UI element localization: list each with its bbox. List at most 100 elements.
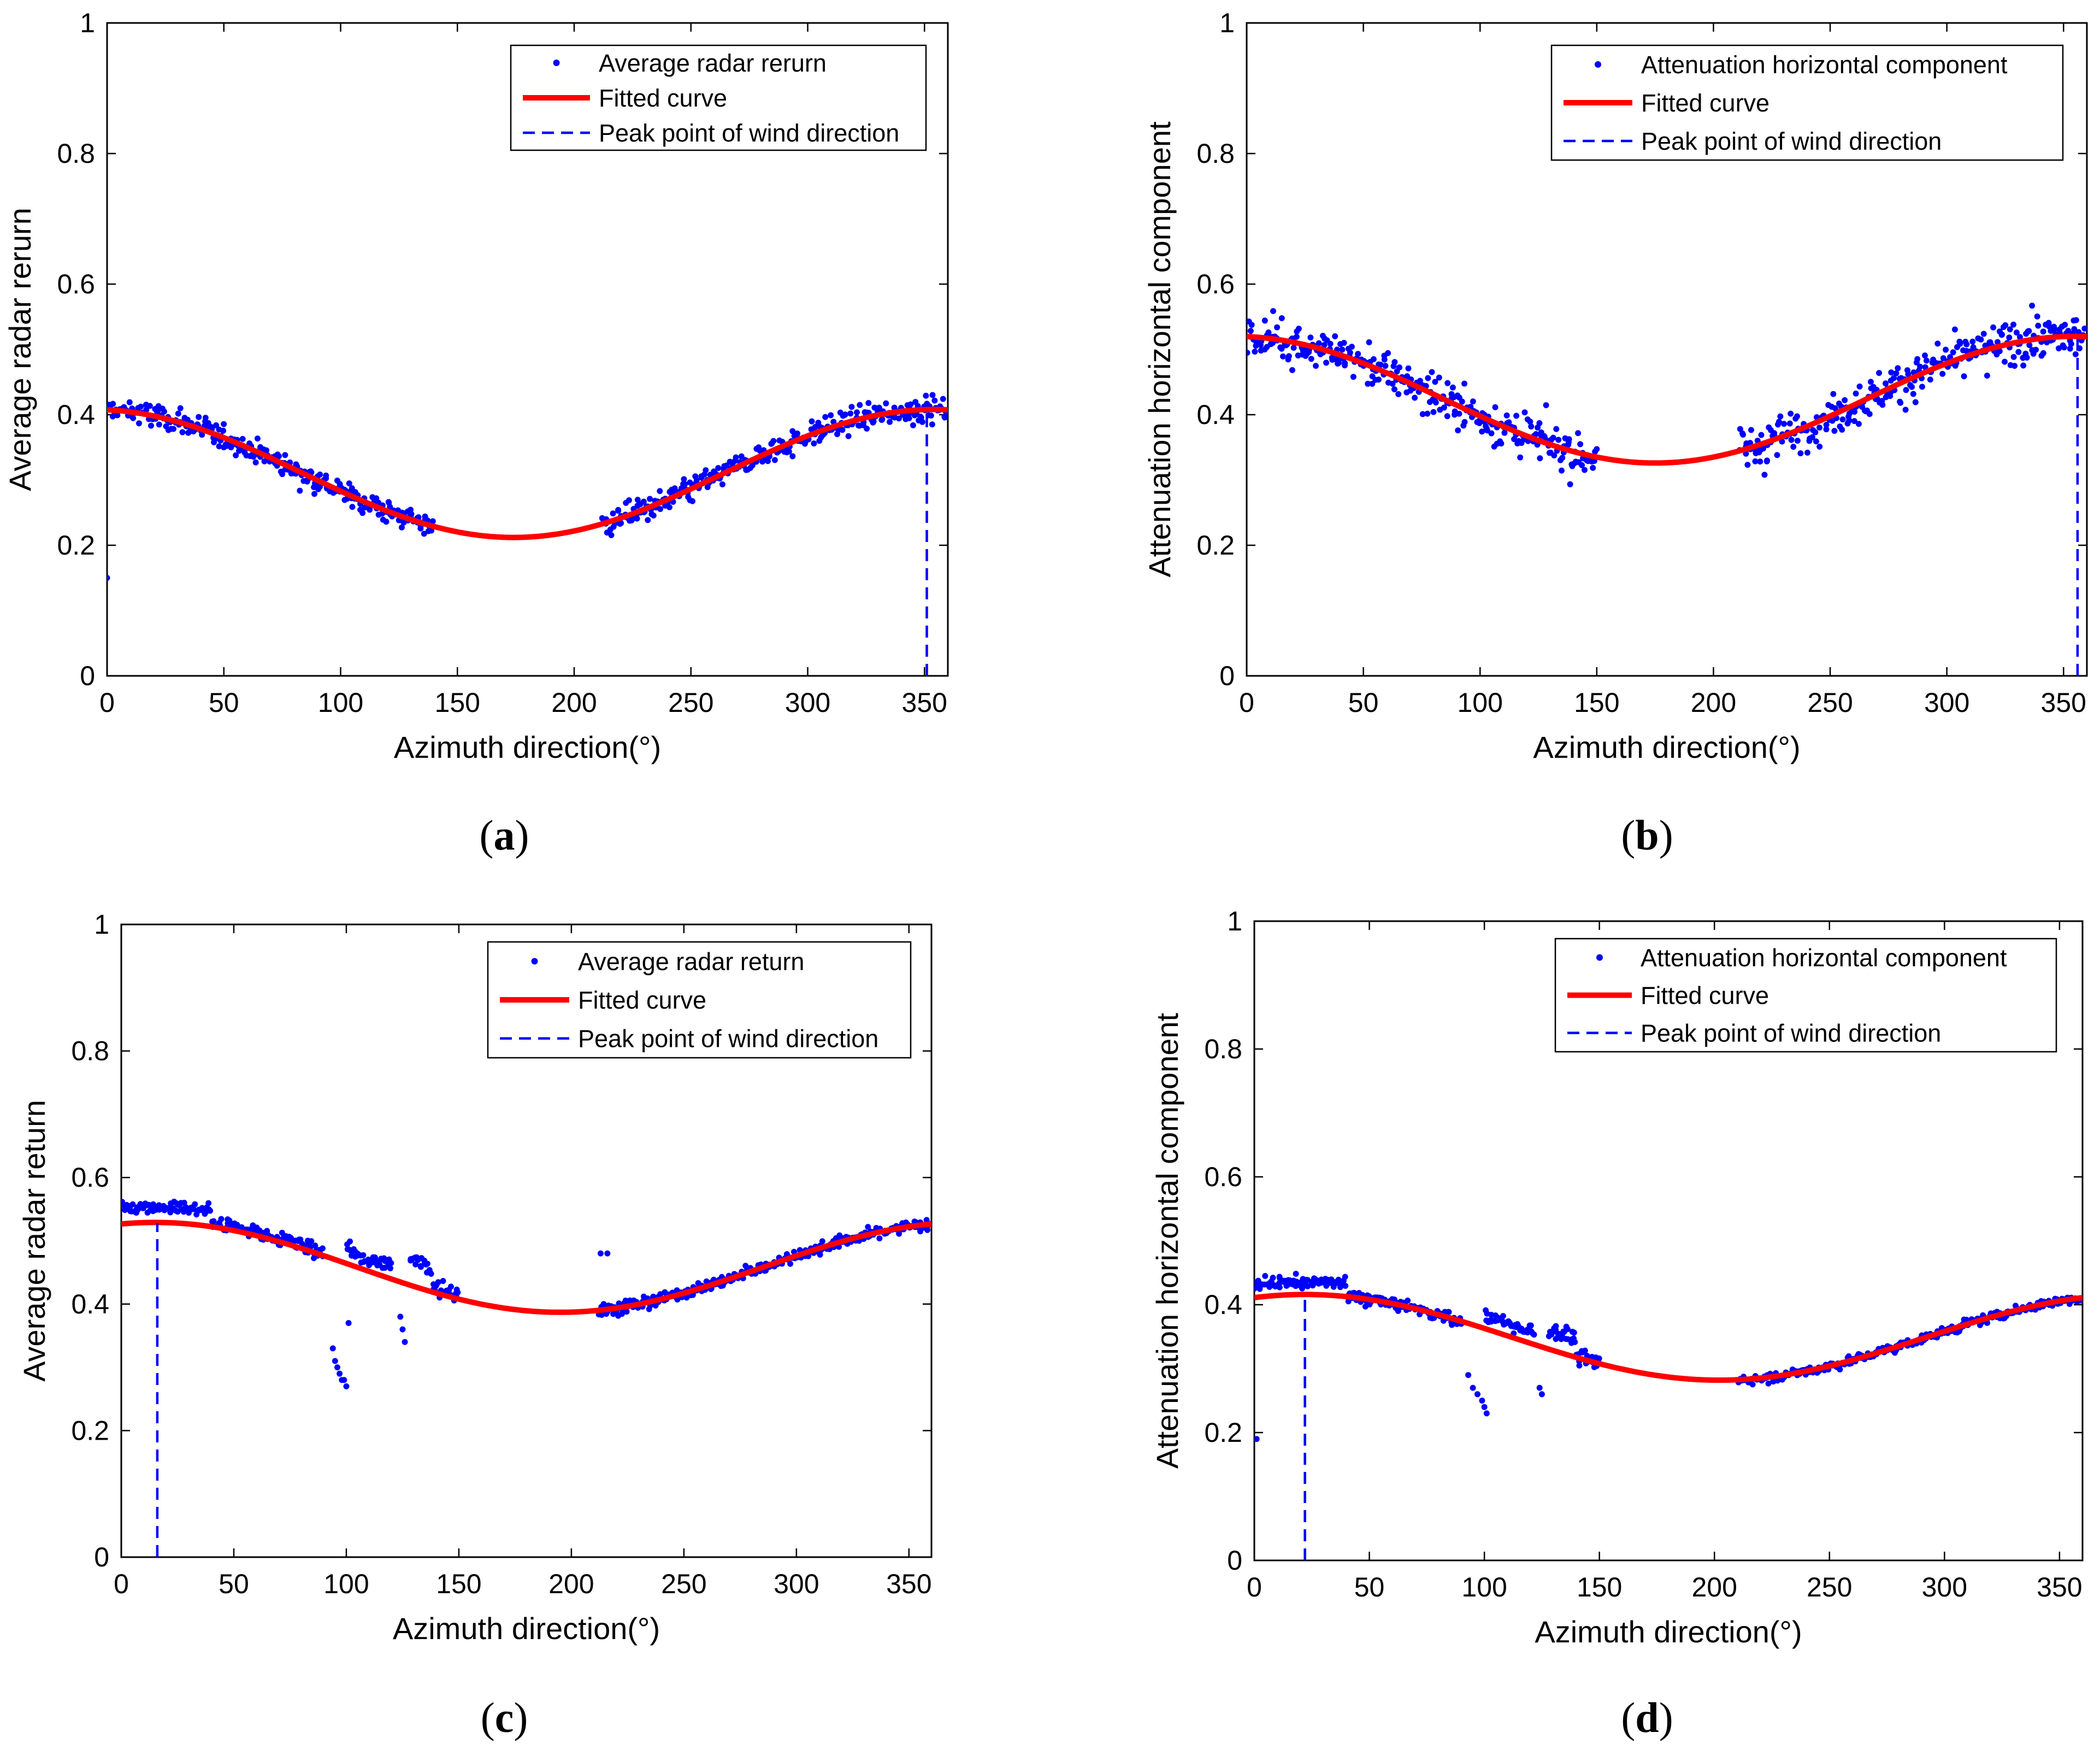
scatter-point <box>367 506 373 513</box>
scatter-point <box>1855 421 1862 427</box>
scatter-point <box>156 421 162 428</box>
scatter-point <box>1823 426 1830 433</box>
scatter-point <box>208 423 214 430</box>
scatter-point <box>317 472 323 478</box>
scatter-point <box>812 423 818 430</box>
scatter-point <box>610 510 616 517</box>
scatter-point <box>1452 411 1458 418</box>
scatter-point <box>1816 425 1823 431</box>
scatter-point <box>847 410 854 417</box>
scatter-point <box>648 511 655 517</box>
scatter-point <box>1763 457 1770 464</box>
scatter-point <box>179 429 186 435</box>
scatter-point <box>1831 428 1838 434</box>
legend-label: Attenuation horizontal component <box>1641 944 2007 972</box>
scatter-point <box>887 419 893 425</box>
scatter-point <box>207 1207 214 1214</box>
scatter-point <box>161 408 167 415</box>
x-tick-label: 200 <box>1691 687 1736 718</box>
plot-frame <box>1246 22 2088 677</box>
scatter-point <box>1950 349 1956 356</box>
scatter-point <box>1503 412 1510 419</box>
scatter-point <box>640 498 647 505</box>
scatter-point <box>2002 358 2008 365</box>
scatter-point <box>1533 431 1539 438</box>
scatter-point <box>666 504 673 510</box>
y-tick-label: 0 <box>1227 1545 1242 1576</box>
scatter-point <box>1922 352 1928 359</box>
scatter-point <box>1247 350 1250 356</box>
scatter-point <box>1365 380 1371 387</box>
scatter-point <box>329 1345 336 1352</box>
legend-label: Fitted curve <box>599 84 727 112</box>
scatter-point <box>2055 345 2062 352</box>
scatter-point <box>1887 393 1893 399</box>
scatter-point <box>907 401 914 408</box>
scatter-point <box>1528 423 1535 430</box>
legend-marker-dot <box>1595 61 1601 68</box>
x-tick-label: 0 <box>114 1569 129 1599</box>
scatter-point <box>2061 344 2067 351</box>
y-tick-label: 0.4 <box>57 399 95 430</box>
scatter-point <box>1748 427 1754 433</box>
scatter-point <box>196 414 202 420</box>
y-tick-label: 0.2 <box>71 1415 109 1446</box>
scatter-point <box>429 518 436 525</box>
scatter-point <box>1943 346 1949 353</box>
scatter-point <box>809 418 815 425</box>
scatter-point <box>2040 328 2046 335</box>
scatter-point <box>107 575 110 581</box>
scatter-point <box>1550 434 1556 441</box>
scatter-point <box>1786 420 1793 427</box>
scatter-point <box>417 525 424 532</box>
legend-label: Peak point of wind direction <box>578 1025 878 1053</box>
scatter-point <box>1579 462 1585 468</box>
scatter-point <box>839 427 846 433</box>
scatter-point <box>347 1238 353 1245</box>
x-axis-title: Azimuth direction(°) <box>1533 730 1800 764</box>
x-tick-label: 200 <box>551 687 597 718</box>
scatter-point <box>1923 357 1930 364</box>
y-axis-title: Attenuation horizontal component <box>1150 1012 1184 1469</box>
fitted-curve <box>1247 333 2087 466</box>
scatter-point <box>1543 402 1549 409</box>
scatter-point <box>1444 380 1451 386</box>
scatter-point <box>1436 374 1442 381</box>
scatter-point <box>1247 328 1254 334</box>
scatter-point <box>738 453 745 459</box>
panel-d: 0 50 100 150 200 250 300 350 0 0.2 0.4 0.6 0.8 1 Azimu… <box>1150 906 2084 1741</box>
scatter-point <box>1830 391 1837 397</box>
scatter-point <box>896 1230 902 1237</box>
scatter-point <box>1389 380 1396 387</box>
scatter-point <box>1813 438 1819 445</box>
x-tick-label: 350 <box>886 1569 931 1599</box>
scatter-point <box>221 421 227 427</box>
scatter-point <box>919 419 925 425</box>
scatter-point <box>2010 353 2017 360</box>
scatter-point <box>275 453 282 459</box>
scatter-point <box>928 413 934 419</box>
scatter-point <box>819 1238 825 1245</box>
plot-frame <box>1253 920 2084 1562</box>
scatter-point <box>220 427 227 434</box>
panel-label: (b) <box>1621 811 1673 859</box>
scatter-point <box>1934 340 1941 347</box>
scatter-point <box>689 498 696 504</box>
scatter-point <box>399 1326 406 1333</box>
scatter-point <box>216 443 222 450</box>
panel-b: 0 50 100 150 200 250 300 350 0 0.2 0.4 0.6 0.8 1 Azimu… <box>1142 8 2088 859</box>
scatter-point <box>786 448 792 455</box>
scatter-point <box>398 524 405 531</box>
scatter-point <box>1990 324 1997 331</box>
panel-c: 0 50 100 150 200 250 300 350 0 0.2 0.4 0.6 0.8 1 Azimu… <box>17 909 933 1741</box>
scatter-point <box>929 421 935 428</box>
scatter-point <box>2081 325 2087 332</box>
legend-label: Fitted curve <box>1641 982 1769 1010</box>
scatter-point <box>282 452 288 458</box>
scatter-point <box>1483 1410 1490 1417</box>
scatter-point <box>1757 458 1763 465</box>
scatter-point <box>1342 360 1348 367</box>
scatter-point <box>1566 436 1572 443</box>
scatter-point <box>1744 462 1751 468</box>
scatter-point <box>1919 384 1925 390</box>
